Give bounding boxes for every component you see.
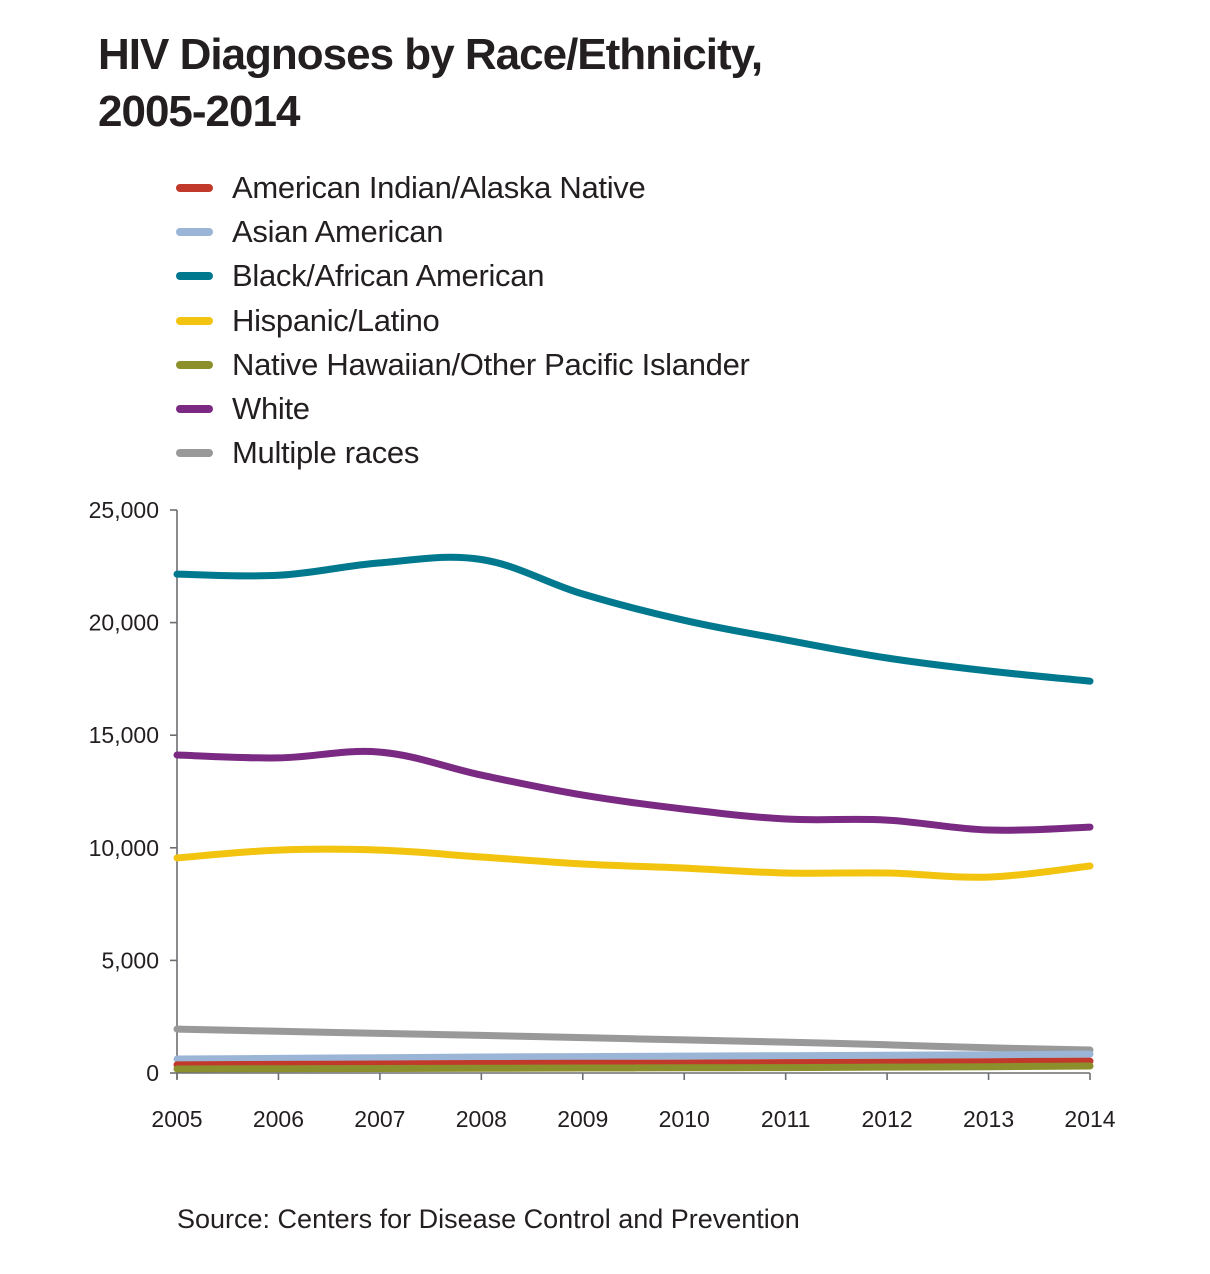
legend-item-asian-american: Asian American — [176, 210, 750, 254]
series-line-white — [173, 747, 1094, 834]
y-tick-label: 15,000 — [89, 722, 159, 748]
legend-label: Asian American — [232, 214, 444, 250]
legend-label: Multiple races — [232, 435, 420, 471]
legend-swatch — [176, 272, 213, 281]
legend-swatch — [176, 405, 213, 414]
legend-label: White — [232, 391, 310, 427]
legend-swatch — [176, 184, 213, 193]
x-tick-label: 2006 — [253, 1106, 304, 1132]
legend-item-multiple-races: Multiple races — [176, 431, 750, 475]
legend-label: Hispanic/Latino — [232, 302, 440, 338]
y-tick-label: 10,000 — [89, 835, 159, 861]
series-line-american-indian-alaska-native — [173, 1057, 1094, 1069]
legend-swatch — [176, 449, 213, 458]
legend-item-hispanic-latino: Hispanic/Latino — [176, 299, 750, 343]
series-line-multiple-races — [173, 1025, 1094, 1054]
legend-swatch — [176, 228, 213, 237]
legend: American Indian/Alaska Native Asian Ameri… — [176, 166, 750, 475]
chart-title: HIV Diagnoses by Race/Ethnicity, 2005-20… — [98, 26, 998, 140]
x-tick-label: 2014 — [1064, 1106, 1115, 1132]
x-tick-label: 2008 — [456, 1106, 507, 1132]
y-tick-label: 0 — [146, 1060, 159, 1086]
x-tick-label: 2011 — [761, 1106, 810, 1132]
x-tick-label: 2009 — [557, 1106, 608, 1132]
legend-item-american-indian-alaska-native: American Indian/Alaska Native — [176, 166, 750, 210]
series-line-asian-american — [173, 1050, 1094, 1063]
legend-label: American Indian/Alaska Native — [232, 170, 646, 206]
y-tick-label: 5,000 — [101, 947, 159, 973]
x-tick-label: 2013 — [963, 1106, 1014, 1132]
series-line-black-african-american — [173, 553, 1094, 685]
legend-item-native-hawaiian-other-pacific-islander: Native Hawaiian/Other Pacific Islander — [176, 343, 750, 387]
series-line-hispanic-latino — [173, 845, 1094, 881]
legend-swatch — [176, 316, 213, 325]
legend-label: Black/African American — [232, 258, 545, 294]
chart-title-line-2: 2005-2014 — [98, 87, 300, 136]
x-tick-label: 2010 — [659, 1106, 710, 1132]
chart-title-line-1: HIV Diagnoses by Race/Ethnicity, — [98, 30, 763, 79]
source-note: Source: Centers for Disease Control and … — [177, 1204, 800, 1234]
y-tick-label: 20,000 — [89, 610, 159, 636]
legend-item-white: White — [176, 387, 750, 431]
x-tick-label: 2012 — [862, 1106, 913, 1132]
legend-label: Native Hawaiian/Other Pacific Islander — [232, 346, 750, 382]
series-line-native-hawaiian-other-pacific-islander — [173, 1062, 1094, 1073]
y-tick-label: 25,000 — [89, 497, 159, 523]
x-tick-label: 2007 — [354, 1106, 405, 1132]
legend-swatch — [176, 360, 213, 369]
legend-item-black-african-american: Black/African American — [176, 254, 750, 298]
x-tick-label: 2005 — [151, 1106, 202, 1132]
